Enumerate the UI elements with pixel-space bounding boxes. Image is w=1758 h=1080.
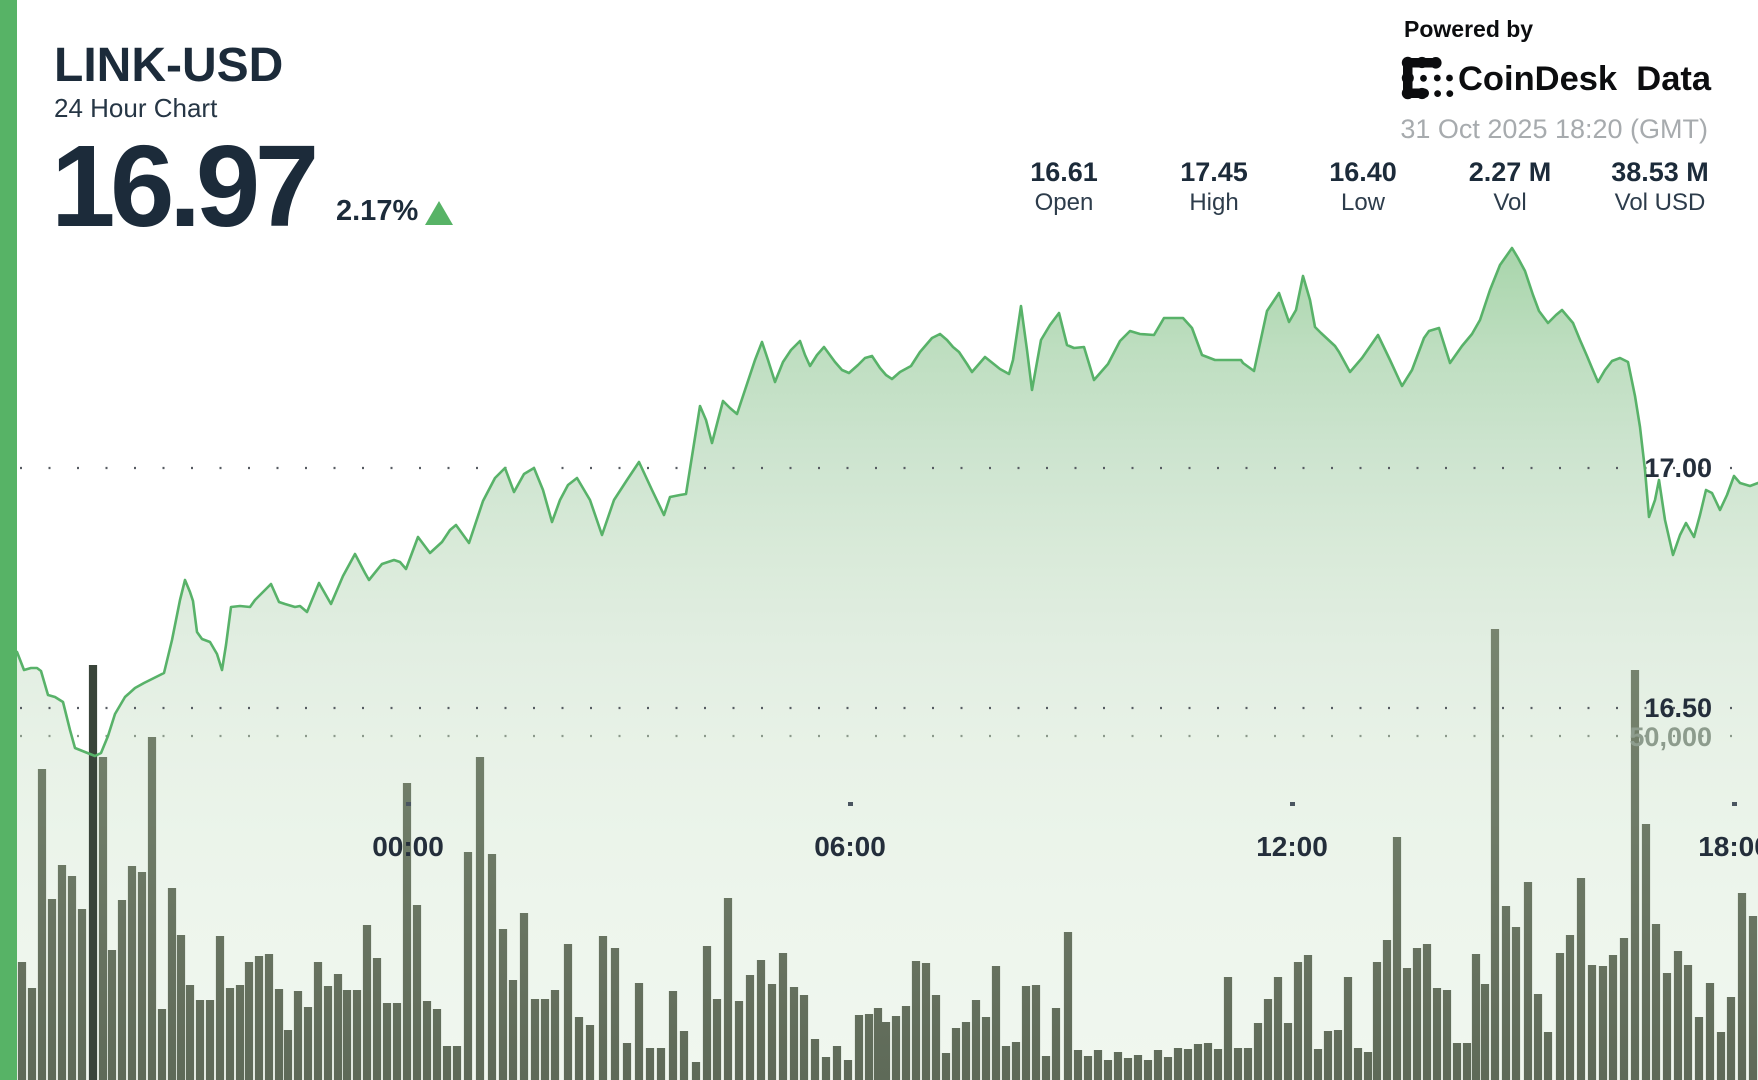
svg-text:50,000: 50,000 [1629,722,1712,752]
svg-text:18:00: 18:00 [1698,831,1758,862]
svg-text:12:00: 12:00 [1256,831,1328,862]
svg-text:00:00: 00:00 [372,831,444,862]
svg-text:16.50: 16.50 [1644,693,1712,723]
svg-text:17.00: 17.00 [1644,453,1712,483]
svg-text:06:00: 06:00 [814,831,886,862]
